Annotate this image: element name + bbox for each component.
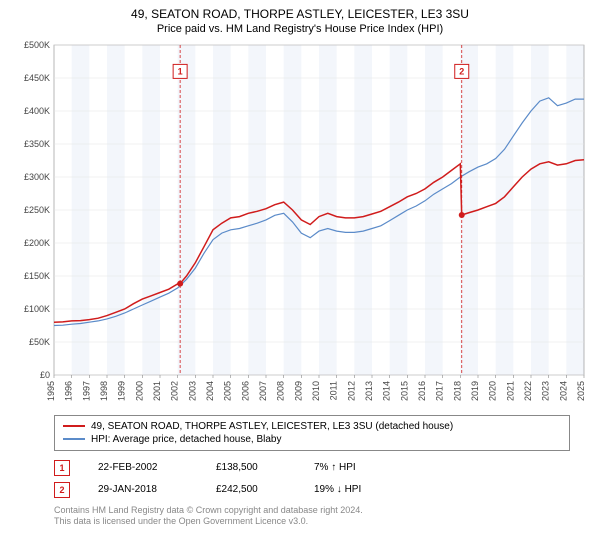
marker-icon: 1: [54, 460, 70, 476]
footer-line: Contains HM Land Registry data © Crown c…: [54, 505, 570, 517]
line-chart-svg: £0 £50K £100K £150K £200K £250K £300K £350K £400…: [10, 39, 590, 409]
svg-text:2006: 2006: [240, 381, 250, 401]
svg-text:1998: 1998: [99, 381, 109, 401]
svg-text:1995: 1995: [46, 381, 56, 401]
svg-text:1997: 1997: [81, 381, 91, 401]
svg-text:2003: 2003: [187, 381, 197, 401]
tx-date: 29-JAN-2018: [98, 484, 188, 495]
svg-text:£150K: £150K: [24, 271, 50, 281]
legend-swatch-icon: [63, 425, 85, 427]
svg-text:£350K: £350K: [24, 139, 50, 149]
tx-date: 22-FEB-2002: [98, 462, 188, 473]
svg-text:£400K: £400K: [24, 106, 50, 116]
svg-text:2012: 2012: [346, 381, 356, 401]
svg-text:2002: 2002: [170, 381, 180, 401]
table-row: 2 29-JAN-2018 £242,500 19% ↓ HPI: [54, 479, 570, 501]
svg-text:2007: 2007: [258, 381, 268, 401]
svg-text:2: 2: [459, 66, 464, 76]
table-row: 1 22-FEB-2002 £138,500 7% ↑ HPI: [54, 457, 570, 479]
transactions-table: 1 22-FEB-2002 £138,500 7% ↑ HPI 2 29-JAN…: [54, 457, 570, 501]
svg-text:£250K: £250K: [24, 205, 50, 215]
tx-pct: 7% ↑ HPI: [314, 462, 404, 473]
svg-text:£50K: £50K: [29, 337, 50, 347]
legend-row: 49, SEATON ROAD, THORPE ASTLEY, LEICESTE…: [63, 420, 561, 433]
legend-label: 49, SEATON ROAD, THORPE ASTLEY, LEICESTE…: [91, 421, 453, 432]
chart-title: 49, SEATON ROAD, THORPE ASTLEY, LEICESTE…: [0, 0, 600, 23]
footer-attribution: Contains HM Land Registry data © Crown c…: [54, 505, 570, 528]
svg-text:2014: 2014: [382, 381, 392, 401]
svg-text:2018: 2018: [452, 381, 462, 401]
svg-text:2000: 2000: [134, 381, 144, 401]
svg-text:2004: 2004: [205, 381, 215, 401]
svg-text:2019: 2019: [470, 381, 480, 401]
svg-text:2024: 2024: [558, 381, 568, 401]
svg-text:2022: 2022: [523, 381, 533, 401]
svg-text:2016: 2016: [417, 381, 427, 401]
svg-text:2013: 2013: [364, 381, 374, 401]
svg-text:2015: 2015: [399, 381, 409, 401]
svg-text:1999: 1999: [117, 381, 127, 401]
legend-row: HPI: Average price, detached house, Blab…: [63, 433, 561, 446]
svg-text:1: 1: [178, 66, 183, 76]
svg-text:2008: 2008: [276, 381, 286, 401]
chart-area: £0 £50K £100K £150K £200K £250K £300K £350K £400…: [10, 39, 590, 409]
marker-icon: 2: [54, 482, 70, 498]
svg-text:2009: 2009: [293, 381, 303, 401]
svg-text:2021: 2021: [505, 381, 515, 401]
tx-pct: 19% ↓ HPI: [314, 484, 404, 495]
svg-text:£0: £0: [40, 370, 50, 380]
tx-price: £138,500: [216, 462, 286, 473]
svg-text:2023: 2023: [541, 381, 551, 401]
svg-text:1996: 1996: [64, 381, 74, 401]
footer-line: This data is licensed under the Open Gov…: [54, 516, 570, 528]
svg-text:£200K: £200K: [24, 238, 50, 248]
legend-box: 49, SEATON ROAD, THORPE ASTLEY, LEICESTE…: [54, 415, 570, 451]
tx-price: £242,500: [216, 484, 286, 495]
legend-swatch-icon: [63, 438, 85, 440]
svg-text:£450K: £450K: [24, 73, 50, 83]
page-container: 49, SEATON ROAD, THORPE ASTLEY, LEICESTE…: [0, 0, 600, 560]
svg-text:2001: 2001: [152, 381, 162, 401]
legend-label: HPI: Average price, detached house, Blab…: [91, 434, 282, 445]
svg-text:2011: 2011: [329, 381, 339, 400]
svg-text:2017: 2017: [435, 381, 445, 401]
svg-text:£300K: £300K: [24, 172, 50, 182]
svg-text:2010: 2010: [311, 381, 321, 401]
svg-text:£500K: £500K: [24, 40, 50, 50]
chart-subtitle: Price paid vs. HM Land Registry's House …: [0, 23, 600, 39]
svg-text:£100K: £100K: [24, 304, 50, 314]
svg-text:2025: 2025: [576, 381, 586, 401]
svg-text:2005: 2005: [223, 381, 233, 401]
svg-text:2020: 2020: [488, 381, 498, 401]
